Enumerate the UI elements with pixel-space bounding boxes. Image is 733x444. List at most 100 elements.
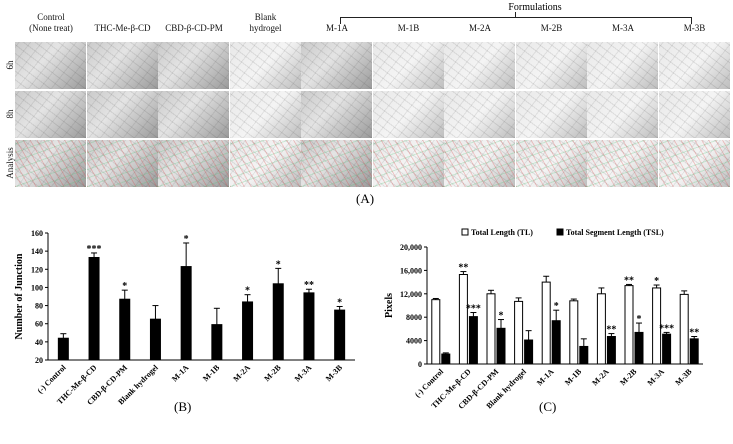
bar	[180, 266, 192, 361]
bar	[458, 273, 468, 365]
legend-swatch	[556, 228, 564, 236]
micrograph-6h-7	[515, 42, 587, 89]
column-label: CBD-β-CD-PM	[165, 23, 223, 33]
panel-b-label: (B)	[174, 399, 192, 414]
micrograph-analysis-5	[372, 140, 444, 187]
bar	[551, 320, 561, 365]
significance-mark: *	[554, 301, 559, 312]
bar	[624, 285, 634, 365]
significance-mark: *	[276, 259, 281, 270]
column-label: Blank hydrogel	[249, 12, 282, 33]
bar	[119, 298, 131, 361]
y-tick-label: 0	[418, 360, 422, 369]
panel-c-label: (C)	[539, 399, 557, 414]
bar	[579, 345, 589, 365]
formulations-bracket	[340, 17, 692, 24]
legend-swatch	[461, 228, 469, 236]
y-tick-label: 40	[35, 338, 43, 347]
bar	[606, 336, 616, 365]
category-label: M-3B	[673, 367, 694, 388]
y-tick-label: 140	[31, 247, 43, 256]
bar	[431, 299, 441, 365]
column-label: M-2A	[469, 23, 491, 33]
significance-mark: ***	[466, 304, 481, 315]
micrograph-6h-3	[229, 42, 301, 89]
bar	[334, 309, 346, 361]
bar	[689, 338, 699, 365]
bar	[634, 331, 644, 365]
column-label: M-3B	[683, 23, 706, 33]
category-label: M-3A	[646, 367, 667, 388]
y-tick-label: 4000	[406, 337, 422, 346]
micrograph-analysis-6	[444, 140, 515, 187]
micrograph-6h-0	[15, 42, 86, 89]
y-tick-label: 120	[31, 265, 43, 274]
micrograph-6h-6	[444, 42, 515, 89]
category-label: M-2A	[231, 363, 252, 384]
bar	[679, 293, 689, 365]
micrograph-6h-4	[301, 42, 372, 89]
micrograph-6h-1	[86, 42, 158, 89]
micrograph-8h-5	[372, 91, 444, 138]
column-label: THC-Me-β-CD	[94, 23, 151, 33]
micrograph-6h-2	[158, 42, 229, 89]
y-tick-label: 12,000	[400, 290, 422, 299]
micrograph-analysis-0	[15, 140, 86, 187]
micrograph-8h-2	[158, 91, 229, 138]
y-axis-label: Pixels	[384, 293, 395, 318]
significance-mark: **	[458, 263, 468, 274]
bar	[242, 301, 254, 361]
y-tick-label: 8000	[406, 313, 422, 322]
bar	[88, 256, 100, 361]
bracket-tick	[515, 12, 516, 17]
category-label: M-2B	[262, 363, 283, 384]
bar	[211, 324, 223, 361]
bar	[514, 300, 524, 365]
micrograph-analysis-9	[658, 140, 730, 187]
category-label: M-3B	[324, 363, 345, 384]
column-label: M-2B	[540, 23, 563, 33]
significance-mark: *	[499, 311, 504, 322]
significance-mark: *	[245, 286, 250, 297]
significance-mark: *	[122, 281, 127, 292]
category-label: M-1B	[201, 363, 222, 384]
micrograph-analysis-8	[587, 140, 658, 187]
category-label: M-1B	[563, 367, 584, 388]
bar	[149, 318, 161, 361]
row-label: Analysis	[5, 147, 15, 179]
significance-mark: ***	[87, 244, 102, 255]
bar	[569, 300, 579, 365]
micrograph-8h-7	[515, 91, 587, 138]
micrograph-8h-1	[86, 91, 158, 138]
significance-mark: *	[337, 297, 342, 308]
micrograph-analysis-7	[515, 140, 587, 187]
y-tick-label: 16,000	[400, 266, 422, 275]
category-label: M-2B	[618, 367, 639, 388]
column-label: M-3A	[612, 23, 634, 33]
column-label: M-1A	[326, 23, 348, 33]
micrograph-8h-0	[15, 91, 86, 138]
bar	[662, 333, 672, 365]
y-tick-label: 80	[35, 302, 43, 311]
micrograph-analysis-4	[301, 140, 372, 187]
significance-mark: **	[624, 275, 634, 286]
row-label: 8h	[5, 109, 15, 119]
bar	[57, 337, 69, 361]
y-tick-label: 160	[31, 229, 43, 238]
column-label: M-1B	[397, 23, 420, 33]
micrograph-8h-4	[301, 91, 372, 138]
bar	[441, 353, 451, 365]
legend-label: Total Length (TL)	[471, 228, 533, 237]
micrograph-analysis-3	[229, 140, 301, 187]
category-label: M-1A	[170, 363, 191, 384]
bar	[524, 339, 534, 365]
micrograph-8h-3	[229, 91, 301, 138]
bar	[303, 292, 315, 361]
bar	[486, 293, 496, 365]
significance-mark: **	[304, 280, 314, 291]
panel-a-label: (A)	[356, 191, 375, 206]
significance-mark: *	[654, 276, 659, 287]
micrograph-6h-8	[587, 42, 658, 89]
